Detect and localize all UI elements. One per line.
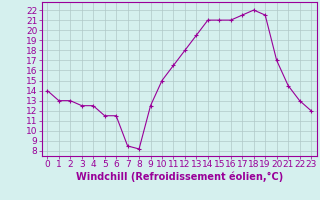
X-axis label: Windchill (Refroidissement éolien,°C): Windchill (Refroidissement éolien,°C) (76, 172, 283, 182)
